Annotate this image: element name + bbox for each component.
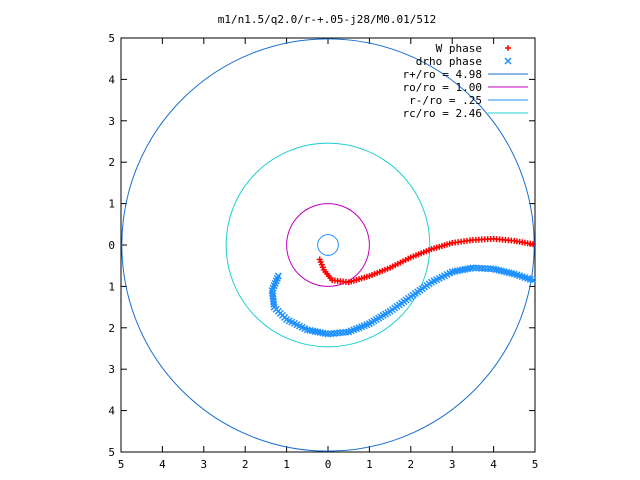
y-tick-label: 4	[108, 405, 115, 418]
data-point-b	[285, 317, 293, 325]
circle-series	[286, 203, 370, 287]
x-tick-label: 4	[490, 458, 497, 471]
data-point-b	[529, 276, 537, 284]
data-point-b	[481, 264, 489, 273]
data-point-b	[268, 289, 276, 297]
legend-marker	[504, 57, 512, 65]
data-point-b	[521, 273, 529, 282]
points-layer	[268, 235, 537, 338]
data-point-b	[490, 265, 498, 273]
data-point-b	[311, 327, 319, 335]
data-point-b	[269, 292, 277, 300]
y-tick-label: 2	[108, 322, 115, 335]
data-point-b	[495, 266, 503, 274]
data-point-b	[510, 270, 518, 278]
data-point-b	[500, 267, 508, 276]
data-point-b	[308, 327, 317, 335]
data-point-b	[269, 295, 277, 303]
data-point-b	[469, 264, 477, 272]
data-point-b	[301, 325, 309, 333]
legend-label: W phase	[436, 42, 482, 55]
data-point-b	[487, 265, 495, 273]
data-point-b	[298, 323, 306, 331]
data-point-b	[484, 265, 492, 273]
data-point	[529, 276, 537, 284]
y-tick-label: 2	[108, 156, 115, 169]
x-tick-label: 3	[449, 458, 456, 471]
legend-label: ro/ro = 1.00	[403, 81, 482, 94]
y-tick-label: 3	[108, 115, 115, 128]
data-point-b	[290, 319, 298, 327]
data-point-b	[288, 318, 296, 326]
data-point-b	[316, 328, 324, 336]
data-point-b	[306, 326, 314, 334]
y-tick-label: 1	[108, 198, 115, 211]
circle-layer	[121, 38, 535, 452]
circle-series	[121, 38, 535, 452]
y-tick-label: 1	[108, 280, 115, 293]
chart-title: m1/n1.5/q2.0/r-+.05-j28/M0.01/512	[218, 13, 437, 26]
data-point-b	[268, 287, 276, 295]
data-point-b	[296, 322, 304, 330]
legend-label: r+/ro = 4.98	[403, 68, 482, 81]
x-tick-label: 1	[366, 458, 373, 471]
x-tick-label: 2	[407, 458, 414, 471]
data-point	[529, 241, 536, 248]
data-point-b	[508, 269, 516, 277]
data-point-b	[516, 272, 524, 280]
legend-label: r-/ro = .25	[409, 94, 482, 107]
data-point-b	[505, 269, 513, 277]
data-point-b	[283, 315, 291, 324]
y-tick-label: 5	[108, 32, 115, 45]
data-point-b	[270, 300, 278, 308]
y-tick-label: 4	[108, 73, 115, 86]
data-point-b	[524, 274, 532, 282]
data-point-b	[269, 298, 278, 306]
data-point-b	[319, 329, 327, 337]
y-tick-label: 0	[108, 239, 115, 252]
data-point-b	[503, 268, 511, 276]
x-tick-label: 0	[325, 458, 332, 471]
data-point-b	[497, 267, 505, 275]
data-point-b	[478, 264, 486, 272]
y-tick-label: 3	[108, 363, 115, 376]
data-point-b	[293, 321, 301, 329]
data-point-b	[314, 328, 322, 336]
x-tick-label: 1	[283, 458, 290, 471]
data-point-b	[472, 264, 480, 272]
data-point-b	[526, 275, 534, 283]
legend-marker-b	[504, 57, 512, 65]
legend-marker	[505, 45, 511, 51]
circle-series	[225, 142, 431, 348]
x-tick-label: 5	[118, 458, 125, 471]
x-tick-label: 3	[200, 458, 207, 471]
data-point-b	[303, 326, 311, 334]
data-point-b	[475, 264, 483, 272]
legend-label: rc/ro = 2.46	[403, 107, 482, 120]
data-point-b	[518, 273, 526, 281]
x-tick-label: 4	[159, 458, 166, 471]
circle-series	[317, 234, 339, 256]
data-point-b	[513, 271, 521, 279]
y-tick-label: 5	[108, 446, 115, 459]
legend-label: drho phase	[416, 55, 482, 68]
data-point-b	[321, 329, 329, 338]
x-tick-label: 5	[532, 458, 539, 471]
x-tick-label: 2	[242, 458, 249, 471]
data-point-b	[492, 266, 500, 274]
